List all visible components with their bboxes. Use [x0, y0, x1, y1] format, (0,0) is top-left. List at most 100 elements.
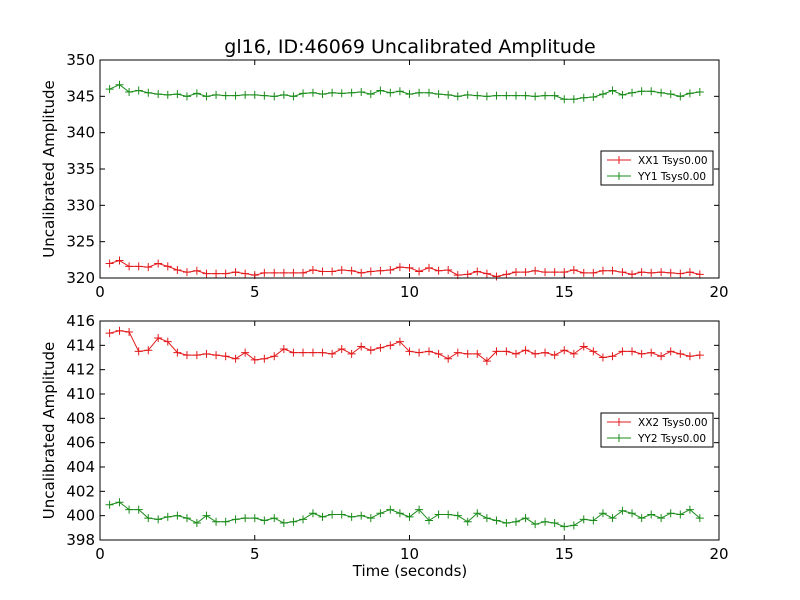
data-point-marker	[415, 505, 424, 514]
chart-title: gl16, ID:46069 Uncalibrated Amplitude	[224, 36, 595, 58]
data-point-marker	[579, 342, 588, 351]
y-tick-label: 412	[66, 361, 95, 379]
data-point-marker	[463, 349, 472, 358]
data-point-marker	[212, 351, 221, 360]
data-point-marker	[415, 88, 424, 97]
data-point-marker	[434, 510, 443, 519]
data-point-marker	[134, 505, 143, 514]
x-tick-label: 0	[95, 545, 105, 563]
data-point-marker	[212, 90, 221, 99]
y-tick-label: 398	[66, 531, 95, 549]
data-point-marker	[560, 95, 569, 104]
data-point-marker	[357, 511, 366, 520]
x-tick-label: 10	[400, 283, 419, 301]
data-point-marker	[386, 505, 395, 514]
data-point-marker	[192, 266, 201, 275]
data-point-marker	[250, 90, 259, 99]
data-point-marker	[163, 337, 172, 346]
x-tick-label: 20	[709, 545, 728, 563]
data-point-marker	[105, 500, 114, 509]
y-axis-label: Uncalibrated Amplitude	[40, 80, 58, 257]
data-point-marker	[337, 344, 346, 353]
data-point-marker	[299, 348, 308, 357]
data-point-marker	[608, 266, 617, 275]
data-point-marker	[444, 354, 453, 363]
data-point-marker	[308, 348, 317, 357]
legend-marker	[615, 434, 623, 442]
data-point-marker	[173, 90, 182, 99]
y-tick-label: 410	[66, 385, 95, 403]
data-point-marker	[279, 518, 288, 527]
data-point-marker	[115, 256, 124, 265]
data-point-marker	[657, 88, 666, 97]
y-tick-label: 335	[66, 160, 95, 178]
data-point-marker	[395, 263, 404, 272]
data-point-marker	[134, 347, 143, 356]
data-point-marker	[182, 514, 191, 523]
data-point-marker	[299, 268, 308, 277]
data-point-marker	[405, 512, 414, 521]
data-point-marker	[250, 514, 259, 523]
y-tick-label: 406	[66, 434, 95, 452]
data-point-marker	[347, 512, 356, 521]
x-tick-label: 10	[400, 545, 419, 563]
data-point-marker	[260, 91, 269, 100]
data-point-marker	[115, 80, 124, 89]
data-point-marker	[424, 263, 433, 272]
axes-frame	[99, 320, 720, 541]
data-point-marker	[511, 517, 520, 526]
data-point-marker	[550, 91, 559, 100]
data-point-marker	[560, 522, 569, 531]
data-point-marker	[666, 509, 675, 518]
data-point-marker	[231, 268, 240, 277]
data-point-marker	[163, 262, 172, 271]
data-point-marker	[608, 514, 617, 523]
data-point-marker	[154, 334, 163, 343]
data-point-marker	[192, 351, 201, 360]
data-point-marker	[115, 326, 124, 335]
data-point-marker	[105, 329, 114, 338]
data-point-marker	[569, 95, 578, 104]
data-point-marker	[366, 514, 375, 523]
data-point-marker	[637, 349, 646, 358]
data-point-marker	[492, 272, 501, 281]
data-point-marker	[202, 511, 211, 520]
data-point-marker	[212, 517, 221, 526]
data-point-marker	[685, 89, 694, 98]
data-point-marker	[541, 268, 550, 277]
data-point-marker	[666, 268, 675, 277]
data-point-marker	[492, 91, 501, 100]
data-point-marker	[502, 270, 511, 279]
data-point-marker	[182, 92, 191, 101]
legend-marker	[615, 418, 623, 426]
data-point-marker	[366, 346, 375, 355]
data-point-marker	[154, 90, 163, 99]
data-point-marker	[511, 91, 520, 100]
data-point-marker	[502, 91, 511, 100]
data-point-marker	[386, 266, 395, 275]
data-point-marker	[676, 349, 685, 358]
data-point-marker	[405, 90, 414, 99]
y-tick-label: 404	[66, 458, 95, 476]
data-point-marker	[270, 352, 279, 361]
data-point-marker	[695, 351, 704, 360]
data-point-marker	[125, 262, 134, 271]
data-point-marker	[560, 346, 569, 355]
data-point-marker	[628, 509, 637, 518]
data-point-marker	[318, 90, 327, 99]
data-point-marker	[444, 510, 453, 519]
data-point-marker	[260, 354, 269, 363]
data-point-marker	[405, 263, 414, 272]
data-point-marker	[260, 516, 269, 525]
data-point-marker	[202, 92, 211, 101]
data-point-marker	[598, 509, 607, 518]
top-subplot: 320 325 330 335 340 345 350 0 5 10 15 20 Uncalibrate…	[40, 51, 729, 301]
data-point-marker	[424, 88, 433, 97]
data-point-marker	[463, 270, 472, 279]
data-point-marker	[502, 347, 511, 356]
data-point-marker	[608, 86, 617, 95]
data-point-marker	[685, 505, 694, 514]
data-point-marker	[270, 92, 279, 101]
legend: XX1 Tsys0.00 YY1 Tsys0.00	[600, 150, 714, 186]
